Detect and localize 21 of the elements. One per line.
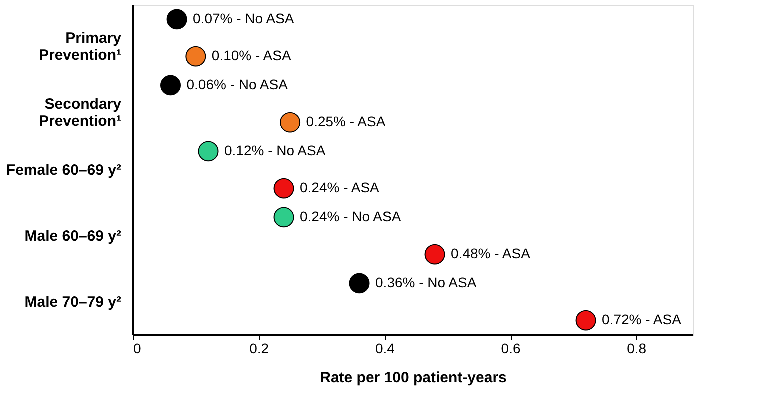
data-label: 0.06% - No ASA bbox=[186, 76, 289, 92]
data-label: 0.36% - No ASA bbox=[376, 274, 478, 290]
data-label: 0.07% - No ASA bbox=[193, 10, 295, 26]
data-label: 0.10% - ASA bbox=[212, 48, 292, 64]
data-label: 0.25% - ASA bbox=[306, 114, 386, 130]
data-label: 0.48% - ASA bbox=[451, 246, 532, 262]
x-tick-label: 0.8 bbox=[627, 340, 647, 356]
y-tick-label: Female 60–69 y² bbox=[6, 162, 122, 179]
y-tick-label: Male 70–79 y² bbox=[24, 294, 122, 311]
y-tick-label: Male 60–69 y² bbox=[24, 228, 122, 245]
data-label: 0.24% - No ASA bbox=[300, 208, 402, 224]
x-tick-label: 0.2 bbox=[250, 340, 270, 356]
x-axis-title: Rate per 100 patient-years bbox=[320, 370, 507, 386]
x-tick-label: 0.4 bbox=[375, 340, 396, 356]
data-label: 0.12% - No ASA bbox=[224, 142, 326, 158]
data-label: 0.72% - ASA bbox=[602, 312, 682, 328]
x-tick-label: 0.6 bbox=[501, 340, 521, 356]
data-label: 0.24% - ASA bbox=[300, 180, 380, 196]
y-tick-label: Primary Prevention¹ bbox=[38, 30, 122, 64]
x-tick-label: 0 bbox=[134, 340, 142, 356]
y-tick-label: Secondary Prevention¹ bbox=[38, 96, 122, 130]
